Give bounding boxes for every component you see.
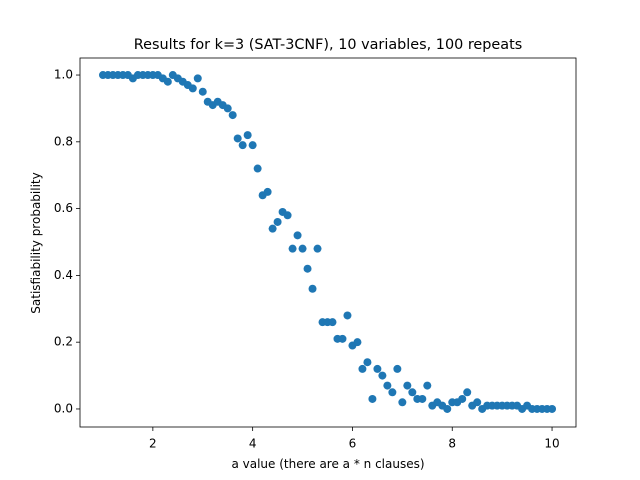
point — [233, 134, 242, 143]
point — [313, 244, 322, 253]
x-tick-label: 10 — [544, 437, 559, 451]
y-tick-label: 1.0 — [54, 68, 73, 82]
x-axis-label: a value (there are a * n clauses) — [231, 457, 424, 471]
point — [343, 311, 352, 320]
y-tick-label: 0.4 — [54, 268, 73, 282]
x-tick-label: 8 — [448, 437, 456, 451]
point — [398, 398, 407, 407]
point — [383, 381, 392, 390]
point — [423, 381, 432, 390]
point — [473, 398, 482, 407]
point — [338, 334, 347, 343]
point — [328, 318, 337, 327]
point — [358, 364, 367, 373]
point — [243, 131, 252, 140]
point — [393, 364, 402, 373]
point — [458, 394, 467, 403]
y-axis-label: Satisfiability probability — [29, 172, 43, 313]
y-tick-label: 0.8 — [54, 134, 73, 148]
y-tick-label: 0.2 — [54, 335, 73, 349]
point — [548, 404, 557, 413]
y-tick-label: 0.0 — [54, 401, 73, 415]
point — [248, 141, 257, 150]
point — [298, 244, 307, 253]
point — [193, 74, 202, 83]
point — [373, 364, 382, 373]
point — [188, 84, 197, 93]
point — [223, 104, 232, 113]
point — [303, 264, 312, 273]
point — [463, 388, 472, 397]
point — [408, 388, 417, 397]
point — [353, 338, 362, 347]
point — [388, 388, 397, 397]
x-tick-label: 4 — [249, 437, 257, 451]
y-tick-label: 0.6 — [54, 201, 73, 215]
point — [273, 217, 282, 226]
point — [163, 77, 172, 86]
point — [238, 141, 247, 150]
point — [443, 404, 452, 413]
point — [403, 381, 412, 390]
chart-title: Results for k=3 (SAT-3CNF), 10 variables… — [134, 37, 522, 53]
point — [198, 87, 207, 96]
x-tick-label: 6 — [349, 437, 357, 451]
point — [268, 224, 277, 233]
x-tick-label: 2 — [149, 437, 157, 451]
plot-frame — [79, 57, 577, 428]
point — [368, 394, 377, 403]
point — [253, 164, 262, 173]
point — [363, 358, 372, 367]
point — [418, 394, 427, 403]
point — [228, 111, 237, 120]
point — [293, 231, 302, 240]
point — [288, 244, 297, 253]
point — [283, 211, 292, 220]
point — [378, 371, 387, 380]
point — [308, 284, 317, 293]
point — [263, 187, 272, 196]
